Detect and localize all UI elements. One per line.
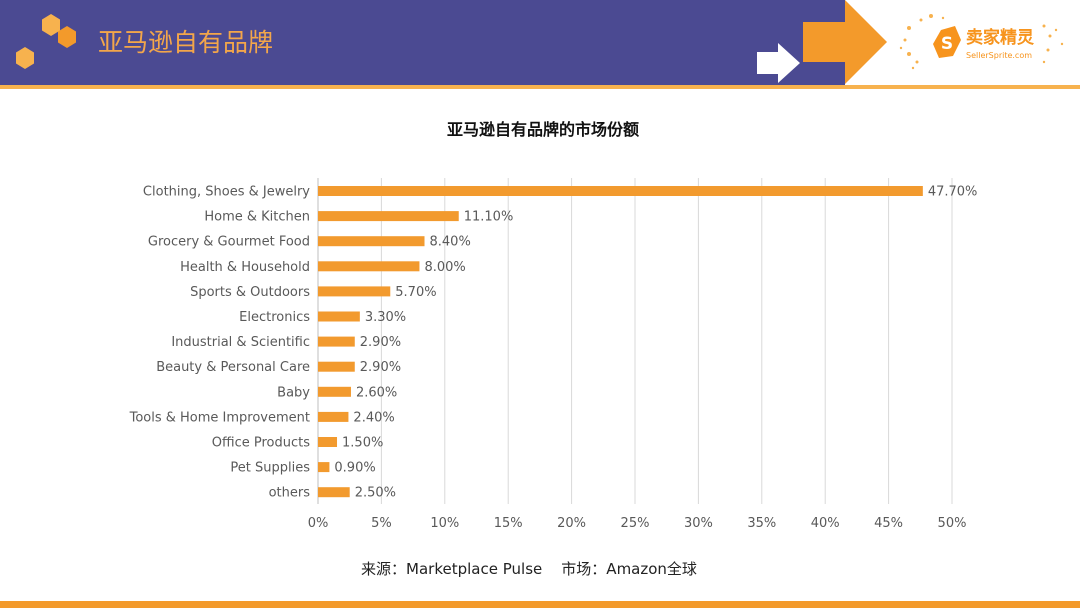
bar-chart: 0% 5% 10% 15% 20% 25% 30% 35% 40% 45% 50% Clothing,… bbox=[129, 178, 978, 531]
x-tick-label: 15% bbox=[494, 516, 523, 531]
x-tick-label: 35% bbox=[747, 516, 776, 531]
sellersprite-logo-icon: S bbox=[899, 14, 961, 70]
page-title: 亚马逊自有品牌 bbox=[98, 28, 274, 57]
category-label: Home & Kitchen bbox=[204, 210, 310, 225]
header-banner: 亚马逊自有品牌 S 卖家精灵 SellerSprite.com bbox=[0, 0, 1080, 85]
data-label: 1.50% bbox=[342, 436, 383, 451]
bar bbox=[318, 487, 350, 498]
data-label: 2.40% bbox=[353, 410, 394, 425]
logo-text: 卖家精灵 bbox=[966, 28, 1034, 48]
category-label: Tools & Home Improvement bbox=[129, 410, 310, 425]
source-note: 来源：Marketplace Pulse 市场：Amazon全球 bbox=[361, 560, 697, 578]
bar bbox=[318, 236, 425, 247]
data-label: 8.40% bbox=[430, 235, 471, 250]
category-label: Pet Supplies bbox=[230, 461, 310, 476]
data-label: 3.30% bbox=[365, 310, 406, 325]
category-label: Beauty & Personal Care bbox=[156, 360, 310, 375]
x-tick-label: 45% bbox=[874, 516, 903, 531]
bar bbox=[318, 311, 360, 322]
bar bbox=[318, 186, 923, 196]
bar bbox=[318, 211, 459, 222]
bar bbox=[318, 462, 330, 473]
category-label: Industrial & Scientific bbox=[171, 335, 310, 350]
data-label: 2.90% bbox=[360, 360, 401, 375]
category-label: Grocery & Gourmet Food bbox=[148, 235, 310, 250]
bar bbox=[318, 411, 349, 422]
category-label: Electronics bbox=[239, 310, 310, 325]
x-tick-label: 0% bbox=[308, 516, 329, 531]
data-label: 8.00% bbox=[424, 260, 465, 275]
category-label: Baby bbox=[277, 385, 310, 400]
data-label: 2.50% bbox=[355, 486, 396, 501]
category-label: Health & Household bbox=[180, 260, 310, 275]
x-tick-label: 50% bbox=[938, 516, 967, 531]
bar bbox=[318, 261, 420, 272]
bar bbox=[318, 386, 351, 397]
header-bar bbox=[0, 0, 845, 85]
data-label: 2.90% bbox=[360, 335, 401, 350]
category-label: Clothing, Shoes & Jewelry bbox=[143, 185, 310, 200]
data-label: 2.60% bbox=[356, 385, 397, 400]
header-divider bbox=[0, 85, 1080, 89]
data-label: 0.90% bbox=[334, 461, 375, 476]
category-label: Sports & Outdoors bbox=[190, 285, 310, 300]
logo-subtext: SellerSprite.com bbox=[966, 51, 1033, 60]
hexagon-logo-icon bbox=[16, 14, 76, 69]
category-label: Office Products bbox=[212, 436, 310, 451]
x-tick-label: 30% bbox=[684, 516, 713, 531]
bar bbox=[318, 437, 338, 447]
x-tick-label: 25% bbox=[621, 516, 650, 531]
logo-dots-icon bbox=[1042, 24, 1064, 64]
data-label: 5.70% bbox=[395, 285, 436, 300]
chart-title: 亚马逊自有品牌的市场份额 bbox=[446, 120, 639, 139]
arrow-right-icon bbox=[757, 0, 887, 84]
data-label: 47.70% bbox=[928, 185, 978, 200]
footer-bar bbox=[0, 601, 1080, 608]
x-tick-label: 20% bbox=[557, 516, 586, 531]
x-tick-label: 10% bbox=[430, 516, 459, 531]
bar bbox=[318, 336, 355, 347]
x-tick-label: 5% bbox=[371, 516, 392, 531]
svg-text:S: S bbox=[941, 34, 953, 54]
x-tick-label: 40% bbox=[811, 516, 840, 531]
data-label: 11.10% bbox=[464, 210, 514, 225]
category-label: others bbox=[269, 486, 311, 501]
bar bbox=[318, 286, 391, 297]
bar bbox=[318, 361, 355, 372]
